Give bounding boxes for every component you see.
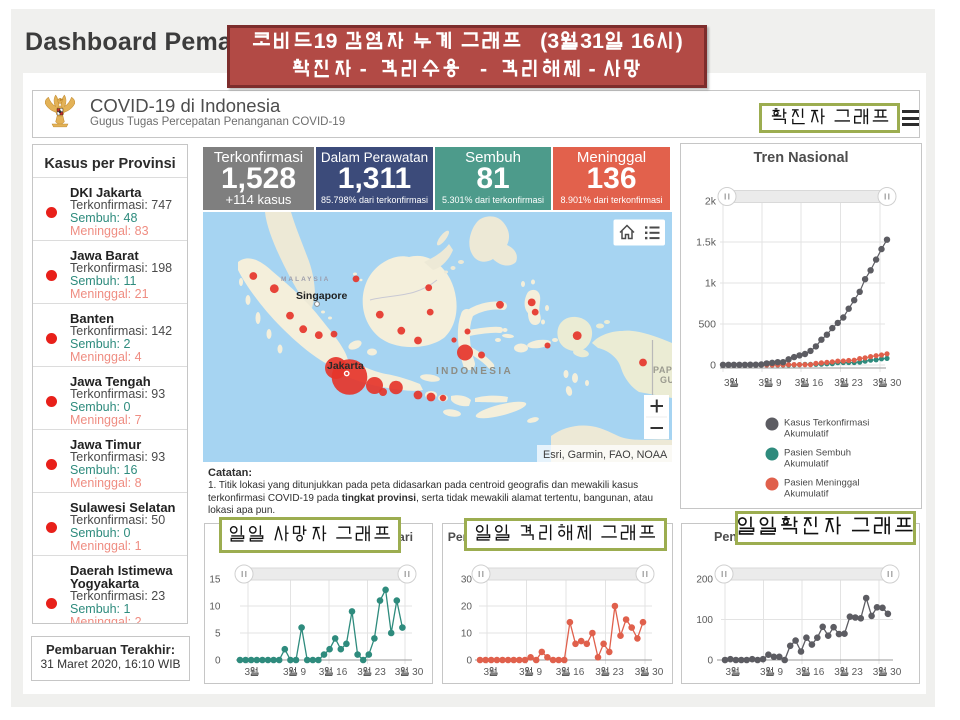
svg-text:Akumulatif: Akumulatif: [784, 489, 829, 500]
svg-text:31: 31: [580, 29, 604, 53]
svg-text:3: 3: [483, 667, 489, 678]
svg-text:23: 23: [375, 667, 387, 678]
svg-text:15: 15: [209, 575, 221, 586]
svg-text:3: 3: [319, 667, 325, 678]
svg-text:2k: 2k: [705, 196, 717, 208]
svg-text:Akumulatif: Akumulatif: [784, 459, 829, 470]
svg-text:16: 16: [336, 667, 348, 678]
svg-text:3: 3: [873, 667, 879, 678]
svg-text:3: 3: [635, 667, 641, 678]
svg-text:3: 3: [758, 378, 764, 389]
svg-text:Kasus Terkonfirmasi: Kasus Terkonfirmasi: [784, 418, 869, 429]
svg-text:3: 3: [834, 667, 840, 678]
svg-text:30: 30: [461, 575, 473, 586]
svg-text:20: 20: [461, 602, 473, 613]
svg-text:16: 16: [573, 667, 585, 678]
svg-text:MALAYSIA: MALAYSIA: [281, 276, 330, 283]
svg-text:5: 5: [215, 629, 221, 640]
svg-text:): ): [676, 29, 683, 53]
svg-text:10: 10: [461, 629, 473, 640]
svg-text:PAPU: PAPU: [653, 365, 672, 375]
svg-text:3: 3: [795, 378, 801, 389]
svg-text:3: 3: [595, 667, 601, 678]
svg-text:0: 0: [466, 656, 472, 667]
svg-text:3: 3: [395, 667, 401, 678]
svg-text:3: 3: [556, 667, 562, 678]
svg-text:19: 19: [314, 29, 344, 53]
svg-text:Jakarta: Jakarta: [327, 360, 364, 372]
svg-text:16: 16: [812, 378, 824, 389]
svg-text:16: 16: [625, 29, 655, 53]
svg-text:3: 3: [760, 667, 766, 678]
svg-text:GUI: GUI: [660, 375, 672, 385]
svg-text:0: 0: [707, 656, 713, 667]
svg-text:Akumulatif: Akumulatif: [784, 429, 829, 440]
svg-text:16: 16: [813, 667, 825, 678]
svg-text:30: 30: [412, 667, 424, 678]
svg-text:30: 30: [890, 667, 902, 678]
svg-text:3: 3: [519, 667, 525, 678]
svg-text:23: 23: [852, 378, 864, 389]
svg-text:10: 10: [209, 602, 221, 613]
svg-text:100: 100: [696, 615, 713, 626]
svg-text:9: 9: [777, 667, 783, 678]
svg-text:3: 3: [724, 378, 730, 389]
svg-text:-: -: [354, 57, 379, 81]
svg-text:-: -: [583, 57, 602, 81]
svg-text:Esri, Garmin, FAO, NOAA: Esri, Garmin, FAO, NOAA: [543, 449, 668, 461]
svg-text:0: 0: [215, 656, 221, 667]
svg-text:3: 3: [834, 378, 840, 389]
svg-text:Singapore: Singapore: [296, 290, 348, 302]
svg-text:1k: 1k: [705, 278, 717, 290]
svg-text:0: 0: [710, 360, 716, 372]
svg-text:3: 3: [357, 667, 363, 678]
svg-text:1.5k: 1.5k: [696, 237, 717, 249]
svg-text:9: 9: [776, 378, 782, 389]
svg-text:Pasien Meninggal: Pasien Meninggal: [784, 478, 860, 489]
svg-text:30: 30: [890, 378, 902, 389]
svg-text:Pasien Sembuh: Pasien Sembuh: [784, 448, 851, 459]
svg-text:(3: (3: [522, 29, 559, 53]
svg-text:30: 30: [652, 667, 664, 678]
svg-text:500: 500: [698, 319, 716, 331]
svg-text:23: 23: [852, 667, 864, 678]
svg-text:3: 3: [873, 378, 879, 389]
svg-text:-: -: [462, 57, 499, 81]
svg-text:INDONESIA: INDONESIA: [436, 366, 513, 377]
svg-text:9: 9: [536, 667, 542, 678]
svg-text:3: 3: [796, 667, 802, 678]
svg-text:3: 3: [283, 667, 289, 678]
svg-text:23: 23: [613, 667, 625, 678]
svg-text:3: 3: [244, 667, 250, 678]
svg-text:9: 9: [300, 667, 306, 678]
svg-text:200: 200: [696, 575, 713, 586]
svg-text:3: 3: [725, 667, 731, 678]
